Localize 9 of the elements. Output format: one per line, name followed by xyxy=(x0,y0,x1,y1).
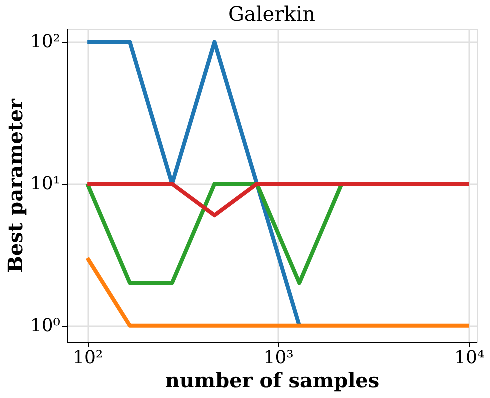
x-tick-label: 10⁴ xyxy=(454,348,485,368)
x-tick-label: 10² xyxy=(73,348,104,368)
y-tick-label: 10¹ xyxy=(30,174,60,195)
y-tick-label: 10⁰ xyxy=(30,315,60,336)
x-tick-label: 10³ xyxy=(264,348,294,368)
y-tick-label: 10² xyxy=(30,32,60,53)
x-axis-title: number of samples xyxy=(165,368,380,392)
chart-title: Galerkin xyxy=(228,2,316,26)
y-axis-title: Best parameter xyxy=(3,98,28,273)
